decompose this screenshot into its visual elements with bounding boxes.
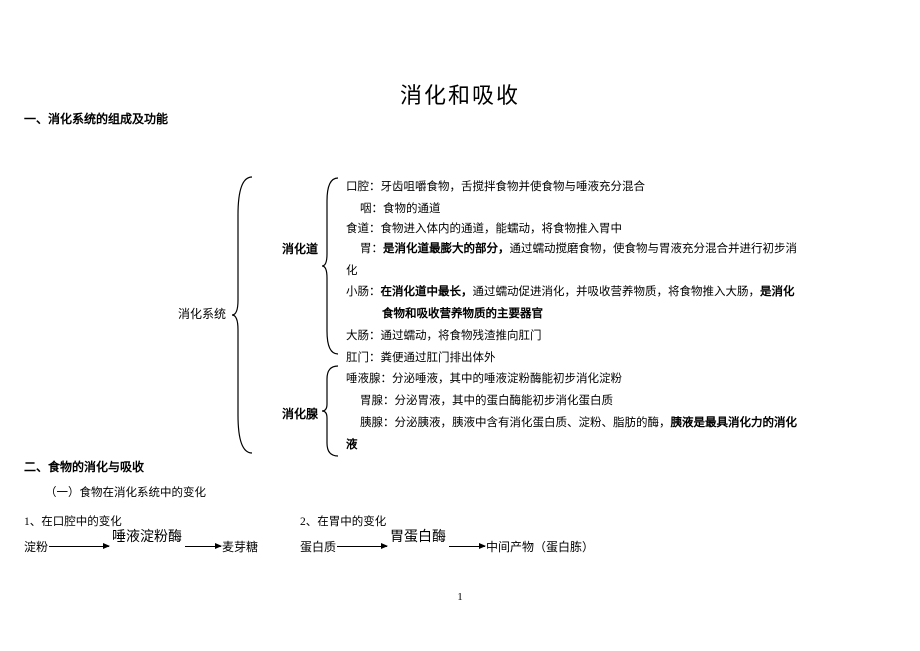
enzyme-2: 胃蛋白酶 <box>390 526 446 546</box>
product-2: 中间产物（蛋白胨） <box>486 538 594 555</box>
subsection-2-1: （一）食物在消化系统中的变化 <box>45 484 206 500</box>
reaction-protein: 蛋白质 胃蛋白酶 中间产物（蛋白胨） <box>300 536 594 556</box>
item-oral-change: 1、在口腔中的变化 <box>24 513 122 529</box>
brace-mid2 <box>322 364 342 458</box>
leaf-gastric: 胃腺：分泌胃液，其中的蛋白酶能初步消化蛋白质 <box>360 392 613 410</box>
leaf-oral: 口腔：牙齿咀嚼食物，舌搅拌食物并使食物与唾液充分混合 <box>346 178 645 196</box>
arrow-icon <box>49 546 109 547</box>
substrate-1: 淀粉 <box>24 538 48 555</box>
page-title: 消化和吸收 <box>0 78 920 110</box>
brace-root <box>232 175 252 455</box>
item-stomach-change: 2、在胃中的变化 <box>300 513 386 529</box>
leaf-pancreas-cont: 液 <box>346 436 358 454</box>
reaction-starch: 淀粉 唾液淀粉酶 麦芽糖 <box>24 536 258 556</box>
product-1: 麦芽糖 <box>222 538 258 555</box>
leaf-pancreas: 胰腺：分泌胰液，胰液中含有消化蛋白质、淀粉、脂肪的酶，胰液是最具消化力的消化 <box>360 414 797 432</box>
section-1-heading: 一、消化系统的组成及功能 <box>24 110 168 127</box>
tree-root-label: 消化系统 <box>178 305 226 322</box>
leaf-anus: 肛门：粪便通过肛门排出体外 <box>346 349 496 367</box>
tree-mid2-label: 消化腺 <box>282 405 318 422</box>
enzyme-1: 唾液淀粉酶 <box>112 526 182 546</box>
leaf-largeint: 大肠：通过蠕动，将食物残渣推向肛门 <box>346 327 542 345</box>
leaf-esophagus: 食道：食物进入体内的通道，能蠕动，将食物推入胃中 <box>346 220 622 238</box>
page-number: 1 <box>0 591 920 603</box>
substrate-2: 蛋白质 <box>300 538 336 555</box>
section-2-heading: 二、食物的消化与吸收 <box>24 458 144 475</box>
leaf-stomach: 胃：是消化道最膨大的部分，通过蠕动搅磨食物，使食物与胃液充分混合并进行初步消 <box>360 240 797 258</box>
leaf-smallint: 小肠：在消化道中最长，通过蠕动促进消化，并吸收营养物质，将食物推入大肠，是消化 <box>346 283 795 301</box>
tree-mid1-label: 消化道 <box>282 240 318 257</box>
brace-mid1 <box>322 176 342 356</box>
leaf-smallint-cont: 食物和吸收营养物质的主要器官 <box>382 305 543 323</box>
arrow-icon <box>449 546 485 547</box>
leaf-salivary: 唾液腺：分泌唾液，其中的唾液淀粉酶能初步消化淀粉 <box>346 370 622 388</box>
leaf-stomach-cont: 化 <box>346 262 358 280</box>
leaf-pharynx: 咽：食物的通道 <box>360 200 441 218</box>
arrow-icon <box>337 546 387 547</box>
arrow-icon <box>185 546 221 547</box>
